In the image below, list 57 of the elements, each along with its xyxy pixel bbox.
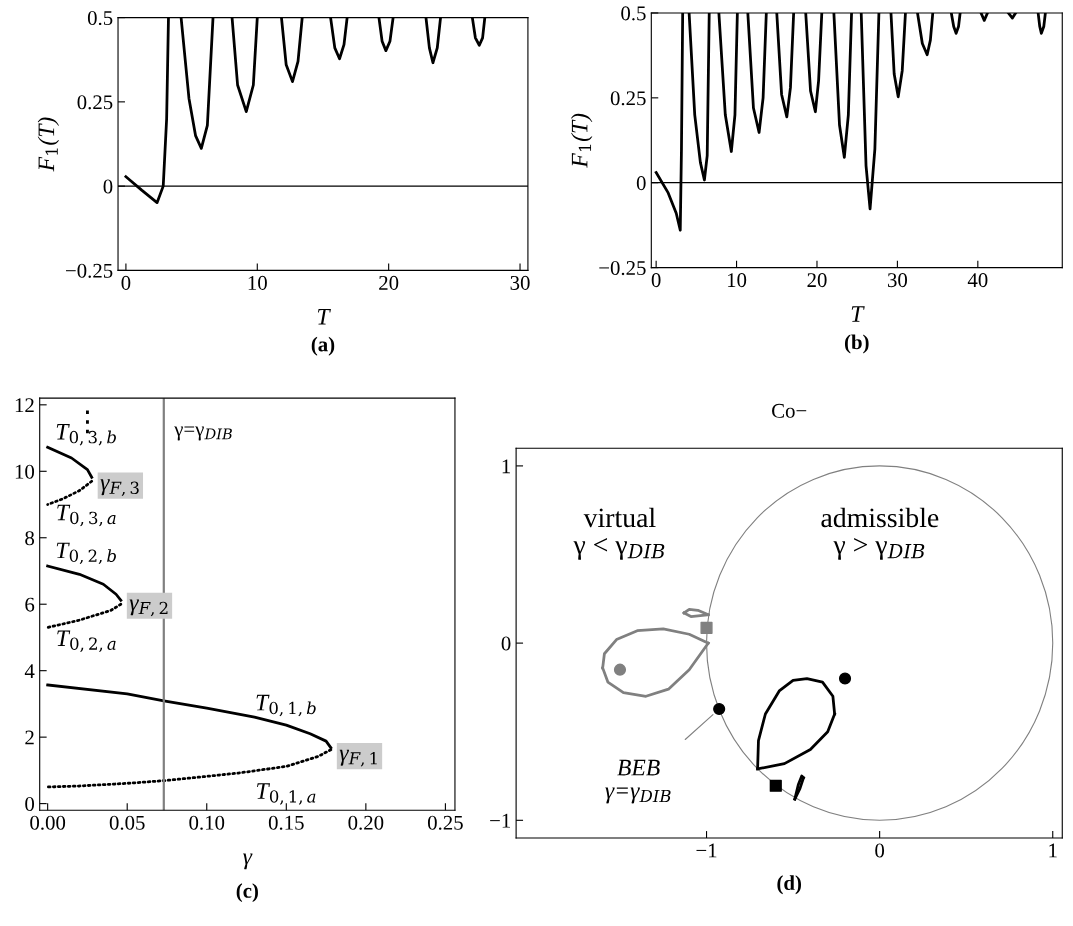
x-tick-label: 0 [651, 273, 661, 288]
x-tick-label: −1 [696, 843, 717, 858]
y-tick-label: 0 [103, 179, 113, 194]
x-tick-label: 0.00 [30, 815, 66, 830]
x-tick-label: 0.20 [348, 815, 384, 830]
x-tick-label: 0.15 [268, 815, 304, 830]
x-axis-title: T [317, 308, 331, 325]
text: (d) [777, 875, 802, 895]
x-tick-label: 0.10 [189, 815, 225, 830]
x-tick-label: 0 [875, 843, 885, 858]
x-axis-title: T [851, 306, 865, 322]
x-tick-label: 20 [807, 273, 827, 288]
y-tick-label: −0.25 [66, 263, 113, 278]
x-tick-label: 10 [248, 275, 267, 290]
annotation: T$_{0,1,a}$ [257, 783, 316, 805]
y-tick-label: 8 [25, 531, 35, 546]
y-tick-label: 0.5 [621, 6, 646, 21]
y-tick-label: 1 [502, 459, 510, 474]
x-tick-label: 30 [887, 273, 908, 288]
y-tick-label: 4 [24, 664, 35, 678]
y-tick-label: 0 [501, 636, 511, 651]
y-axis-title: F$_{1}$(T) [570, 113, 593, 168]
y-tick-label: 12 [15, 398, 34, 413]
y-tick-label: 6 [25, 597, 35, 612]
x-tick-label: 20 [379, 275, 399, 290]
y-tick-label: 0.25 [77, 95, 113, 110]
x-tick-label: 10 [727, 273, 747, 288]
chart-title: Co− [772, 403, 807, 418]
y-tick-label: 0.25 [610, 91, 646, 106]
y-tick-label: 2 [25, 730, 34, 745]
annotation: γ$_{F,3}$ [100, 479, 139, 497]
text: (c) [236, 883, 258, 903]
ref-line-label: γ=γ$_{DIB}$ [174, 426, 232, 441]
annotation: γ$_{F,1}$ [339, 749, 377, 767]
annotation: T$_{0,1,b}$ [256, 694, 316, 717]
annotation: T$_{0,2,b}$ [56, 542, 116, 565]
x-tick-label: 0 [121, 275, 131, 290]
annotation: BEB γ=γ$_{DIB}$ [605, 759, 671, 804]
x-tick-label: 30 [510, 275, 530, 290]
y-axis-title: F$_{1}$(T) [37, 117, 60, 172]
x-tick-label: 0.25 [427, 815, 463, 830]
annotation: T$_{0,2,a}$ [57, 630, 116, 652]
x-tick-label: 1 [1049, 843, 1057, 858]
annotation: admissible γ > γ$_{DIB}$ [821, 507, 939, 560]
x-axis-title: γ [243, 853, 253, 870]
y-tick-label: 0.5 [87, 10, 113, 26]
y-tick-label: −0.25 [599, 260, 646, 276]
y-tick-label: 0 [25, 796, 35, 812]
y-tick-label: 10 [15, 464, 35, 479]
y-tick-label: 0 [636, 176, 646, 191]
x-tick-label: 0.05 [109, 815, 145, 830]
x-tick-label: 40 [967, 273, 988, 288]
annotation: virtual γ < γ$_{DIB}$ [573, 507, 665, 560]
annotation: T$_{0,3,a}$ [57, 504, 116, 527]
annotation: γ$_{F,2}$ [129, 599, 168, 617]
text: (b) [844, 334, 869, 354]
text: (a) [311, 336, 335, 356]
